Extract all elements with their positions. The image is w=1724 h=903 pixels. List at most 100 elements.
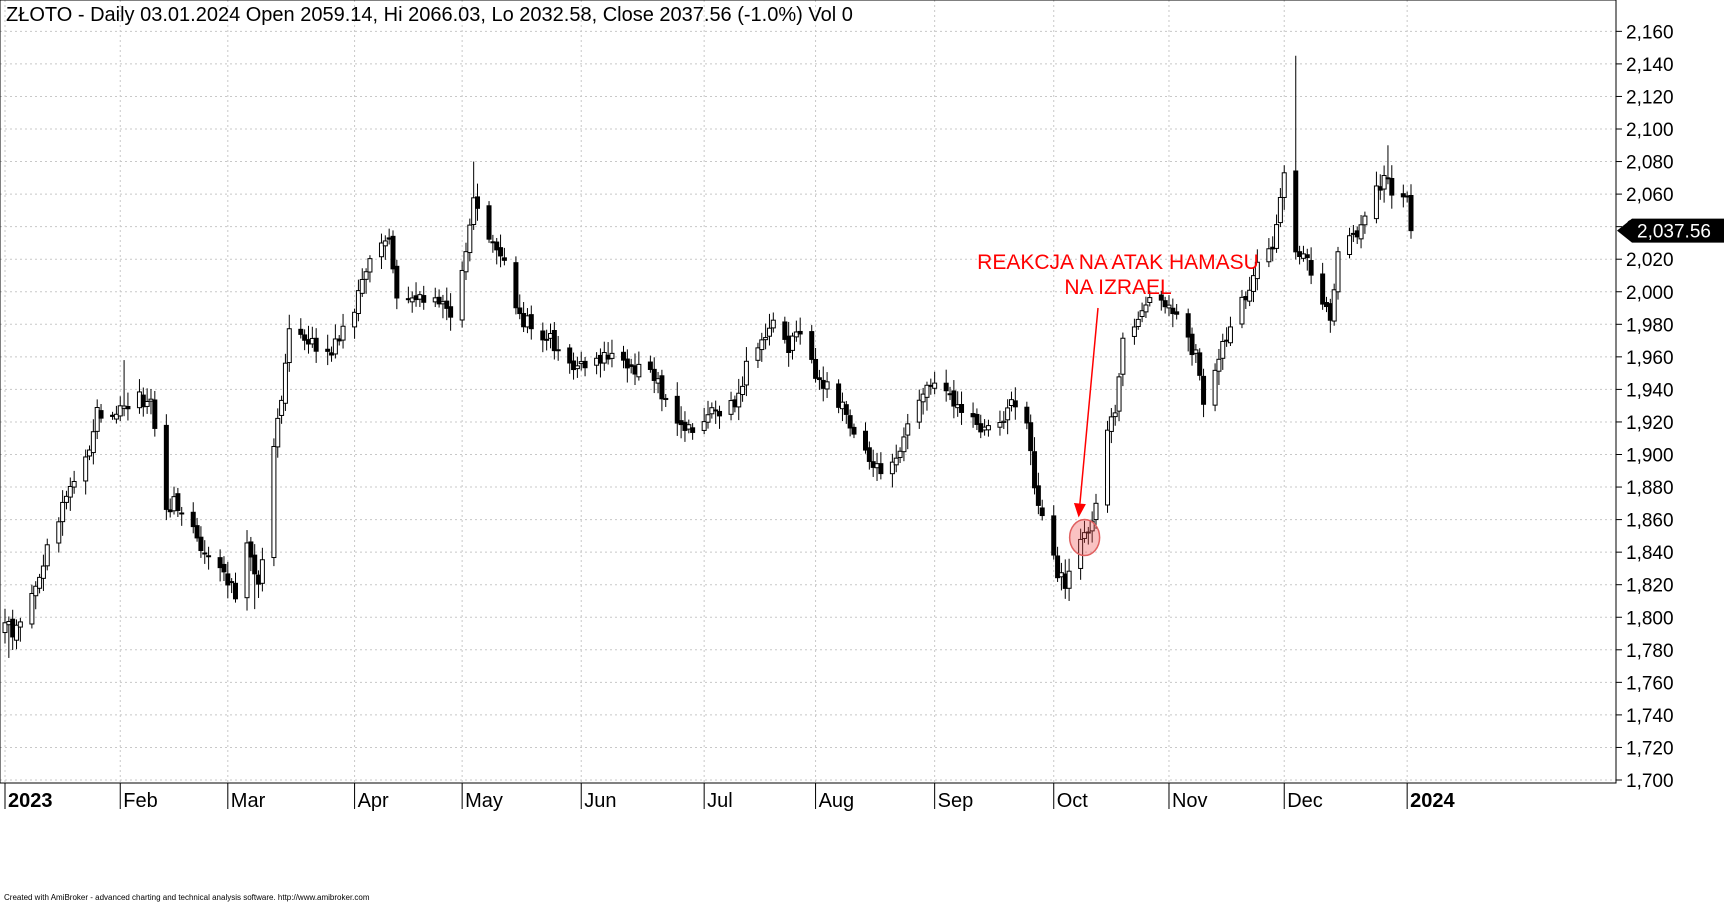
candle: [194, 517, 200, 542]
candle: [229, 578, 235, 594]
candle-body-down: [959, 404, 965, 413]
candle: [740, 376, 746, 402]
candle-body-up: [1135, 318, 1141, 327]
candle-body-up: [94, 407, 100, 432]
candle: [363, 268, 369, 294]
candle: [1112, 404, 1118, 426]
candle-body-up: [63, 495, 69, 503]
candle: [1293, 55, 1299, 260]
candle-body-up: [1381, 175, 1387, 190]
candle: [713, 400, 719, 424]
candle: [1381, 165, 1387, 203]
candle: [486, 201, 492, 243]
candle-body-down: [651, 368, 657, 381]
candle: [1085, 526, 1091, 545]
candle-body-down: [252, 554, 258, 575]
candle: [974, 408, 980, 431]
candle-body-up: [1005, 407, 1011, 421]
candle-body-down: [624, 358, 630, 369]
candle: [232, 572, 238, 603]
candle-body-down: [501, 257, 507, 261]
candle: [1185, 308, 1191, 352]
x-tick-label: May: [465, 790, 503, 812]
candle: [190, 502, 196, 534]
candle-body-up: [29, 593, 35, 625]
candle-body-up: [1220, 340, 1226, 359]
candle: [813, 348, 819, 383]
candle-body-up: [1266, 248, 1272, 263]
candle: [421, 285, 427, 310]
candle-body-up: [1120, 337, 1126, 375]
candle: [1024, 401, 1030, 430]
candle: [1400, 184, 1406, 208]
candle-body-up: [259, 559, 265, 584]
candle: [459, 261, 465, 328]
candle: [951, 380, 957, 419]
candle-body-down: [494, 241, 500, 251]
candle: [582, 356, 588, 377]
candle-body-up: [1116, 376, 1122, 412]
candle: [847, 409, 853, 437]
candle-body-up: [1066, 570, 1072, 589]
candle-body-down: [551, 330, 557, 352]
candle: [206, 546, 212, 570]
candle-body-down: [1032, 451, 1038, 489]
candle: [1158, 290, 1164, 311]
x-tick-label: Dec: [1287, 790, 1323, 812]
candle: [916, 389, 922, 429]
candle: [14, 619, 20, 650]
candle: [1131, 318, 1137, 345]
candle: [763, 323, 769, 350]
candle-body-up: [33, 585, 39, 597]
x-tick-label: Jul: [707, 790, 733, 812]
candle-body-down: [943, 382, 949, 392]
candle-body-down: [567, 347, 573, 364]
candle: [1120, 332, 1126, 387]
candle: [359, 268, 365, 297]
y-tick-label: 1,840: [1626, 543, 1674, 564]
candle: [1174, 304, 1180, 320]
candle: [1032, 437, 1038, 495]
candle: [444, 287, 450, 321]
candle: [1358, 214, 1364, 249]
candle-body-up: [686, 424, 692, 430]
candle: [551, 322, 557, 360]
candle: [540, 322, 546, 353]
candle-body-down: [1185, 313, 1191, 338]
candle: [302, 329, 308, 351]
candle: [717, 405, 723, 429]
candle: [340, 313, 346, 349]
candle: [179, 506, 185, 526]
candle: [609, 339, 615, 368]
candle-body-up: [355, 290, 361, 315]
candle-body-down: [571, 360, 577, 371]
candle: [37, 573, 43, 594]
candle-body-up: [1281, 172, 1287, 198]
candle: [252, 544, 258, 610]
candle-body-up: [359, 278, 365, 294]
candle: [766, 313, 772, 346]
candle-body-up: [1362, 215, 1368, 226]
candle-body-up: [701, 421, 707, 431]
candle: [620, 345, 626, 369]
candle-body-up: [44, 544, 50, 567]
last-price-label: 2,037.56: [1637, 222, 1711, 243]
candle: [889, 453, 895, 488]
candle-body-up: [1347, 235, 1353, 256]
candle-body-up: [766, 327, 772, 337]
candle-body-up: [728, 400, 734, 415]
candle-body-up: [759, 339, 765, 351]
y-tick-label: 2,020: [1626, 250, 1674, 271]
candle-body-up: [932, 382, 938, 389]
candle: [1281, 165, 1287, 210]
candle-body-down: [444, 300, 450, 309]
candle-body-down: [847, 415, 853, 429]
candle: [286, 314, 292, 372]
candle: [1093, 493, 1099, 529]
candle: [1254, 249, 1260, 291]
candlesticks: [2, 55, 1414, 658]
candle: [1139, 302, 1145, 323]
candle: [836, 379, 842, 414]
candle: [824, 372, 830, 398]
